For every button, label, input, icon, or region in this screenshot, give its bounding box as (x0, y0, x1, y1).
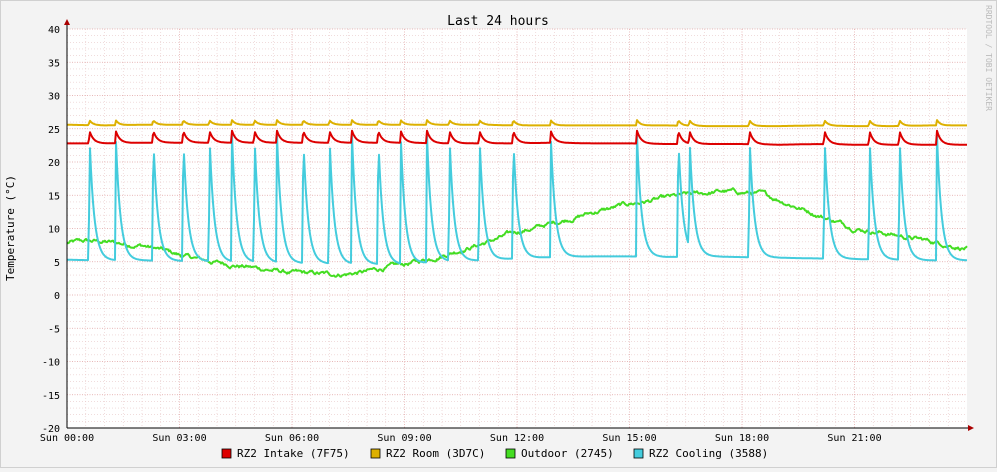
legend-label: Outdoor (2745) (521, 447, 614, 460)
x-tick-label: Sun 00:00 (40, 433, 94, 444)
y-tick-label: 35 (48, 58, 60, 69)
series-line (66, 187, 968, 278)
y-tick-label: -15 (42, 391, 60, 402)
y-tick-label: 0 (54, 291, 60, 302)
grid-major (66, 28, 967, 429)
y-tick-label: 25 (48, 125, 60, 136)
y-tick-label: 15 (48, 191, 60, 202)
y-tick-label: 30 (48, 92, 60, 103)
axes-layer (64, 19, 974, 431)
legend-label: RZ2 Intake (7F75) (237, 447, 350, 460)
series-line (67, 129, 967, 146)
y-tick-label: -5 (48, 324, 60, 335)
x-tick-label: Sun 21:00 (827, 433, 881, 444)
series-line (67, 134, 967, 265)
x-tick-label: Sun 12:00 (490, 433, 544, 444)
legend-label: RZ2 Cooling (3588) (649, 447, 768, 460)
series-layer (66, 119, 968, 278)
legend-swatch (505, 448, 516, 459)
y-tick-label: 10 (48, 225, 60, 236)
x-tick-label: Sun 03:00 (152, 433, 206, 444)
legend-label: RZ2 Room (3D7C) (386, 447, 485, 460)
watermark: RRDTOOL / TOBI OETIKER (984, 5, 993, 111)
x-tick-label: Sun 18:00 (715, 433, 769, 444)
legend-swatch (370, 448, 381, 459)
x-axis-arrow (968, 425, 974, 431)
legend-swatch (221, 448, 232, 459)
series-line (67, 119, 967, 128)
tick-labels: -20 -15 -10 -5 0 5 10 15 20 25 30 35 40 Sun 00:00 Sun … (40, 25, 882, 444)
y-tick-label: 5 (54, 258, 60, 269)
x-tick-label: Sun 09:00 (377, 433, 431, 444)
y-tick-label: 20 (48, 158, 60, 169)
y-tick-label: 40 (48, 25, 60, 36)
legend: RZ2 Intake (7F75) RZ2 Room (3D7C) Outdoor … (221, 447, 768, 460)
chart-title: Last 24 hours (447, 14, 549, 29)
x-tick-label: Sun 15:00 (602, 433, 656, 444)
x-tick-label: Sun 06:00 (265, 433, 319, 444)
legend-swatch (633, 448, 644, 459)
y-tick-label: -10 (42, 358, 60, 369)
y-axis-label: Temperature (°C) (4, 175, 17, 281)
y-tick-label: -20 (42, 424, 60, 435)
y-axis-arrow (64, 19, 70, 25)
